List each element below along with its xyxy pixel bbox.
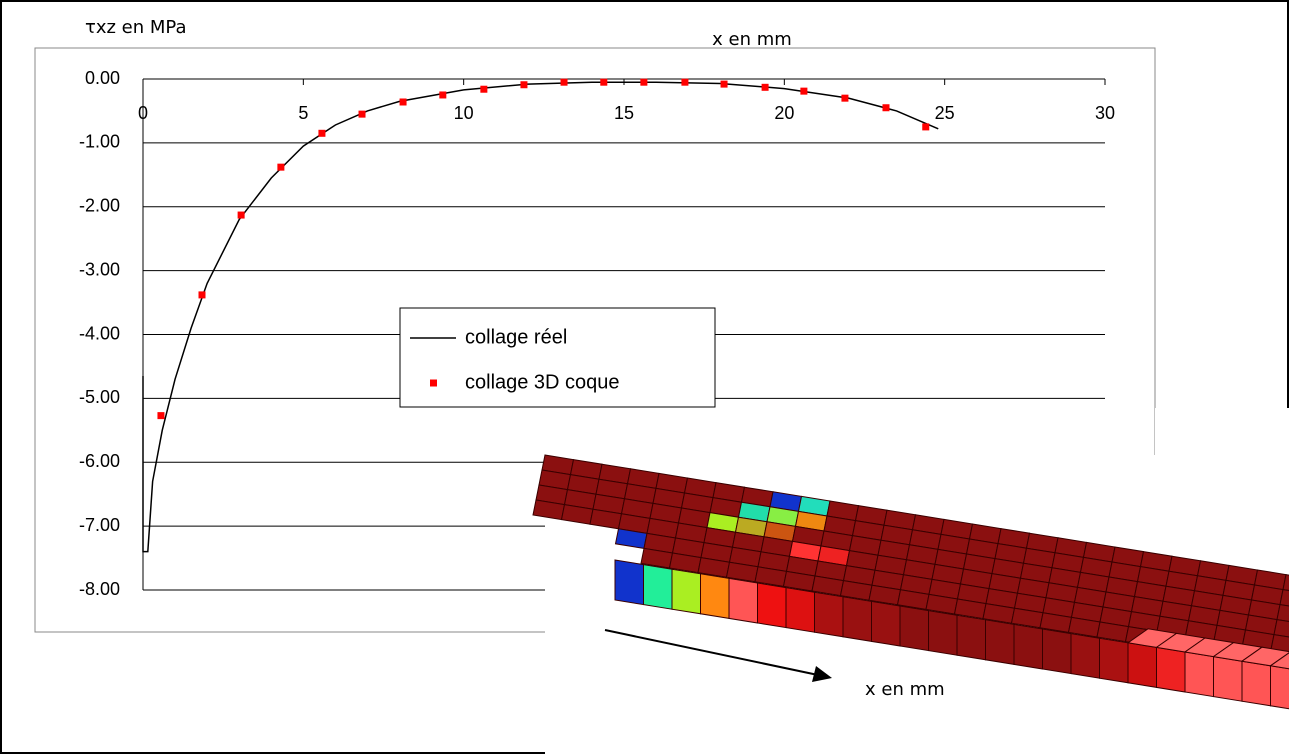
x-tick-label: 10 [454, 103, 474, 123]
data-point [480, 86, 487, 93]
inset-front-cell [644, 565, 673, 610]
inset-front-cell [1242, 661, 1271, 706]
y-tick-label: -6.00 [79, 451, 120, 471]
inset-front-cell [843, 597, 872, 642]
inset-front-cell [1185, 652, 1214, 697]
y-axis-label: τxz en MPa [85, 17, 186, 38]
y-tick-label: -5.00 [79, 387, 120, 407]
data-point [922, 123, 929, 130]
inset-front-cell [1043, 629, 1072, 674]
data-point [882, 104, 889, 111]
inset-front-cell [786, 588, 815, 633]
legend-label: collage réel [465, 326, 567, 348]
data-point [238, 212, 245, 219]
inset-front-cell [815, 592, 844, 637]
data-point [199, 291, 206, 298]
data-point [359, 111, 366, 118]
inset-front-cell [1071, 634, 1100, 679]
data-point [318, 130, 325, 137]
inset-front-cell [929, 611, 958, 656]
x-tick-label: 20 [774, 103, 794, 123]
inset-front-cell [701, 574, 730, 619]
inset-front-cell [1128, 643, 1157, 688]
x-tick-label: 5 [298, 103, 308, 123]
inset-front-cell [957, 615, 986, 660]
x-tick-label: 25 [935, 103, 955, 123]
data-point [640, 79, 647, 86]
inset-front-cell [1214, 657, 1243, 702]
data-point [520, 81, 527, 88]
chart: τxz en MPa x en mm 0.00 -1.00 -2.00 -3.00 -4… [0, 0, 1289, 754]
inset-image [533, 408, 1289, 754]
data-point [561, 79, 568, 86]
data-point [157, 412, 164, 419]
data-point [841, 95, 848, 102]
y-tick-label: -7.00 [79, 515, 120, 535]
y-tick-label: -2.00 [79, 196, 120, 216]
data-point [681, 79, 688, 86]
y-tick-label: -3.00 [79, 259, 120, 279]
legend-swatch [430, 380, 437, 387]
data-point [721, 81, 728, 88]
inset-front-cell [872, 601, 901, 646]
y-tick-label: 0.00 [85, 68, 120, 88]
data-point [800, 88, 807, 95]
data-point [600, 79, 607, 86]
y-tick-label: -1.00 [79, 132, 120, 152]
inset-front-cell [1157, 647, 1186, 692]
inset-front-cell [672, 569, 701, 614]
inset-front-cell [986, 620, 1015, 665]
legend-label: collage 3D coque [465, 371, 620, 393]
inset-front-cell [1271, 666, 1289, 711]
annotation: x en mm [865, 679, 945, 700]
y-tick-label: -4.00 [79, 323, 120, 343]
x-tick-label: 15 [614, 103, 634, 123]
x-axis-label: x en mm [712, 29, 792, 50]
data-point [439, 91, 446, 98]
x-tick-label: 0 [138, 103, 148, 123]
inset-front-cell [758, 583, 787, 628]
data-point [400, 98, 407, 105]
legend: collage réel collage 3D coque [400, 308, 715, 407]
inset-front-cell [1100, 638, 1129, 683]
inset-front-cell [615, 560, 644, 605]
data-point [762, 84, 769, 91]
x-tick-label: 30 [1095, 103, 1115, 123]
data-point [277, 164, 284, 171]
inset-front-cell [1014, 624, 1043, 669]
inset-front-cell [900, 606, 929, 651]
inset-front-cell [729, 578, 758, 623]
y-tick-label: -8.00 [79, 579, 120, 599]
